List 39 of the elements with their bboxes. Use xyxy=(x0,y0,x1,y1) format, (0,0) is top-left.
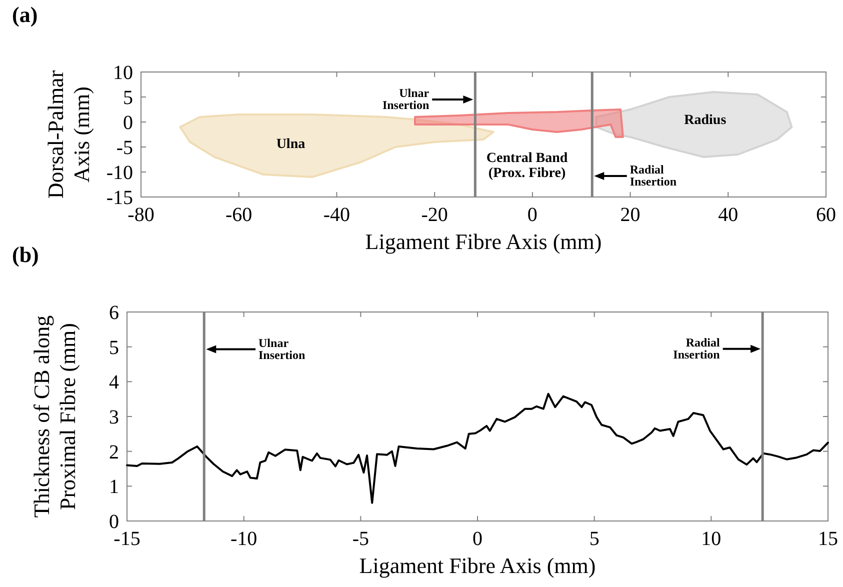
x-tick-label: 60 xyxy=(816,204,836,226)
chart-title: (b) xyxy=(12,242,39,267)
y-tick-label: 6 xyxy=(109,302,119,324)
x-tick-label: 0 xyxy=(527,204,538,226)
y-tick-label: 1 xyxy=(109,476,119,498)
annotation: Ulnar Insertion xyxy=(258,336,306,362)
y-tick-label: -10 xyxy=(106,162,133,184)
y-axis-title: Thickness of CB along Proximal Fibre (mm) xyxy=(29,315,80,518)
y-tick-label: 3 xyxy=(109,406,119,428)
y-tick-label: 4 xyxy=(109,372,119,394)
x-tick-label: -20 xyxy=(421,204,448,226)
y-tick-label: 0 xyxy=(109,511,119,533)
x-tick-label: -10 xyxy=(230,528,258,550)
x-tick-label: 0 xyxy=(472,528,482,550)
x-tick-label: 20 xyxy=(620,204,640,226)
x-tick-label: -5 xyxy=(352,528,370,550)
x-tick-label: -60 xyxy=(226,204,252,226)
chart-title: (a) xyxy=(12,2,38,27)
y-tick-label: 5 xyxy=(123,87,133,109)
annotation: Radial Insertion xyxy=(630,162,677,189)
y-tick-label: 0 xyxy=(123,112,133,134)
y-axis-title: Dorsal-Palmar Axis (mm) xyxy=(43,70,94,199)
y-tick-label: -5 xyxy=(116,137,133,159)
annotation: Ulna xyxy=(276,136,306,152)
y-tick-label: 2 xyxy=(109,441,119,464)
annotation: Radial Insertion xyxy=(673,336,721,362)
x-tick-label: 5 xyxy=(589,528,600,550)
x-tick-label: 40 xyxy=(718,204,738,226)
x-tick-label: 15 xyxy=(818,528,838,550)
y-tick-label: 5 xyxy=(109,336,119,359)
x-axis-title: Ligament Fibre Axis (mm) xyxy=(365,229,602,254)
x-axis-title: Ligament Fibre Axis (mm) xyxy=(359,553,596,578)
annotation: Radius xyxy=(684,112,727,128)
annotation: Central Band (Prox. Fibre) xyxy=(486,150,568,181)
line-series xyxy=(126,392,829,504)
x-tick-label: 10 xyxy=(701,528,722,550)
annotation: Ulnar Insertion xyxy=(382,86,430,112)
y-tick-label: 10 xyxy=(113,62,133,84)
x-tick-label: -40 xyxy=(323,204,350,226)
